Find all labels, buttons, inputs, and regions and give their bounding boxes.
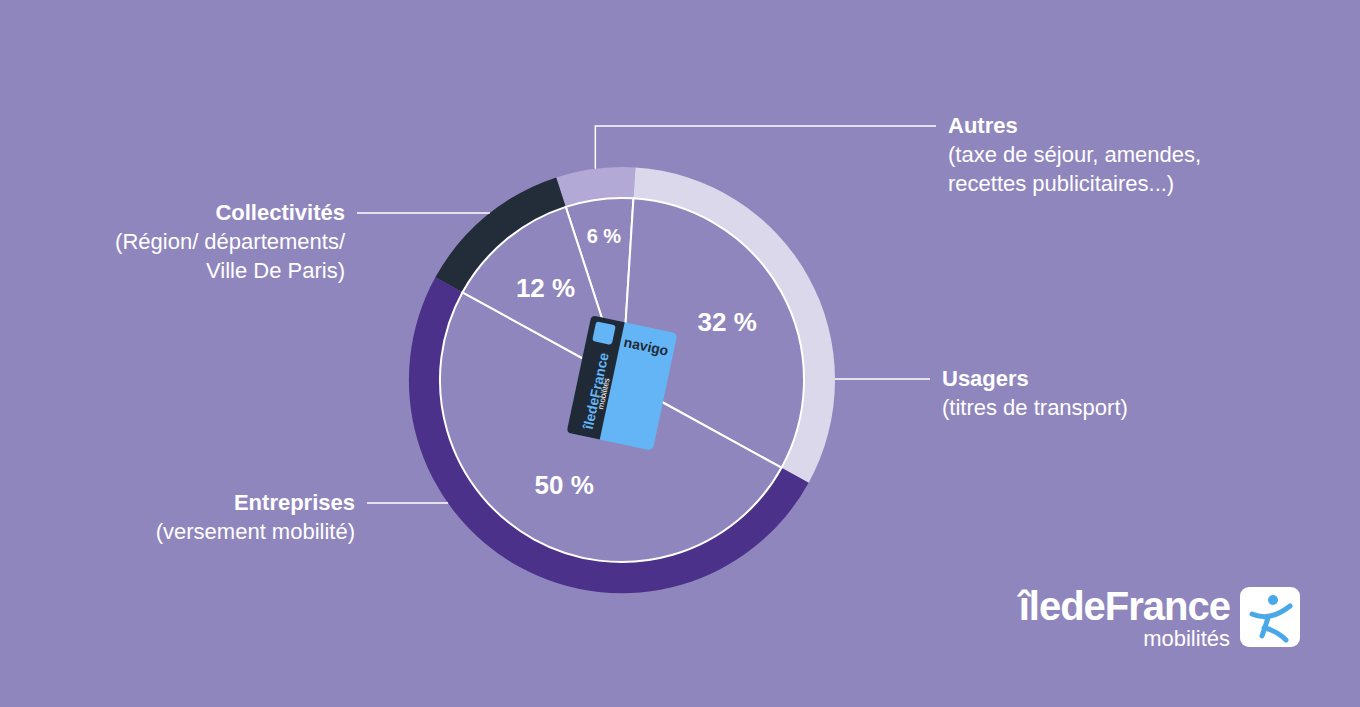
card-body xyxy=(566,315,677,451)
card-text: navigo xyxy=(622,334,669,359)
leader-line xyxy=(357,212,490,214)
logo-brand: îledeFrance xyxy=(1017,584,1230,628)
category-note: (versement mobilité) xyxy=(156,519,355,544)
category-label: Collectivités xyxy=(215,200,345,225)
data-label: 32 % xyxy=(698,307,757,337)
category-note: Ville De Paris) xyxy=(206,258,345,283)
category-label: Usagers xyxy=(942,366,1029,391)
chart: navigoîledeFrancemobilités6 %32 %50 %12 … xyxy=(0,0,1360,707)
logo-figure xyxy=(1252,606,1290,640)
card-brand-sub: mobilités xyxy=(596,377,611,410)
category-note: (taxe de séjour, amendes, xyxy=(948,142,1201,167)
category-note: (Région/ départements/ xyxy=(115,229,346,254)
card-brand: îledeFrance xyxy=(580,351,612,432)
logo-icon xyxy=(1240,587,1300,647)
wedge xyxy=(440,292,782,562)
leader-line xyxy=(595,126,936,169)
category-note: (titres de transport) xyxy=(942,395,1128,420)
leader-line xyxy=(367,502,448,504)
category-note: recettes publicitaires...) xyxy=(948,171,1174,196)
data-label: 50 % xyxy=(535,470,594,500)
logo-sub: mobilités xyxy=(1143,626,1230,651)
category-label: Autres xyxy=(948,113,1018,138)
leader-line xyxy=(835,378,930,380)
data-label: 12 % xyxy=(516,273,575,303)
data-label: 6 % xyxy=(587,225,622,247)
pie: navigo îledeFrancemobilités 6 % 32 % 50 % 12 … xyxy=(409,167,835,593)
background xyxy=(0,0,1360,707)
logo: îledeFrancemobilités xyxy=(1017,584,1300,651)
card-band xyxy=(566,315,624,439)
category-label: Entreprises xyxy=(234,490,355,515)
card-icon xyxy=(592,321,616,345)
logo-figure xyxy=(1268,595,1278,605)
card: navigo îledeFrancemobilités xyxy=(566,315,677,451)
